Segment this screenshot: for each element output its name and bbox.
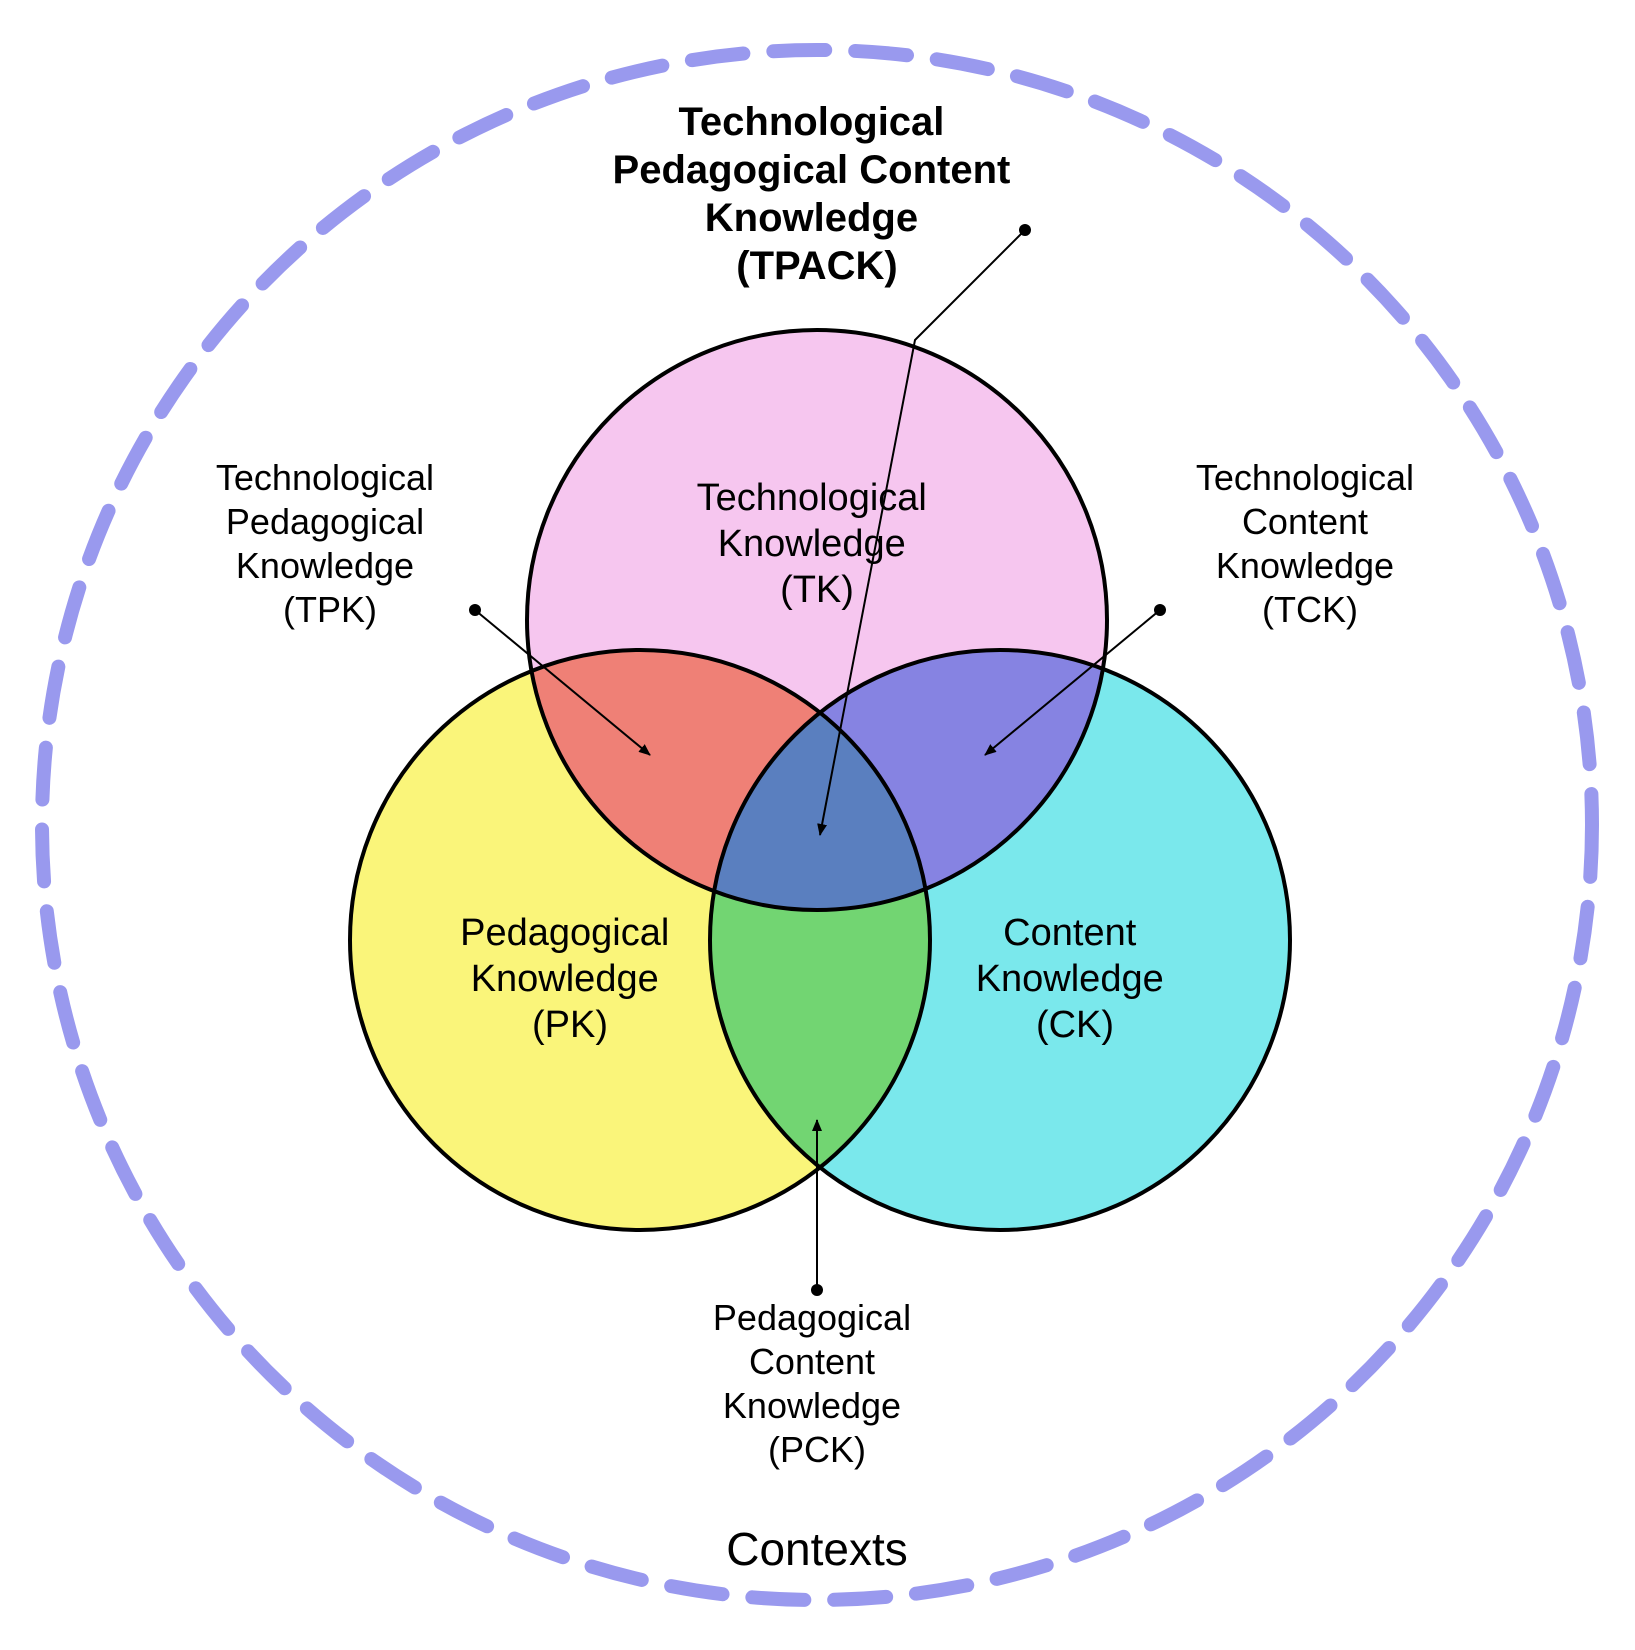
contexts-label: Contexts <box>726 1523 908 1575</box>
pck-label: Pedagogical Content Knowledge (PCK) <box>713 1297 921 1470</box>
tpack-venn-diagram: Technological Pedagogical Content Knowle… <box>0 0 1635 1650</box>
tck-label: Technological Content Knowledge (TCK) <box>1196 457 1424 630</box>
title-label: Technological Pedagogical Content Knowle… <box>613 100 1022 288</box>
tpk-label: Technological Pedagogical Knowledge (TPK… <box>216 457 444 630</box>
